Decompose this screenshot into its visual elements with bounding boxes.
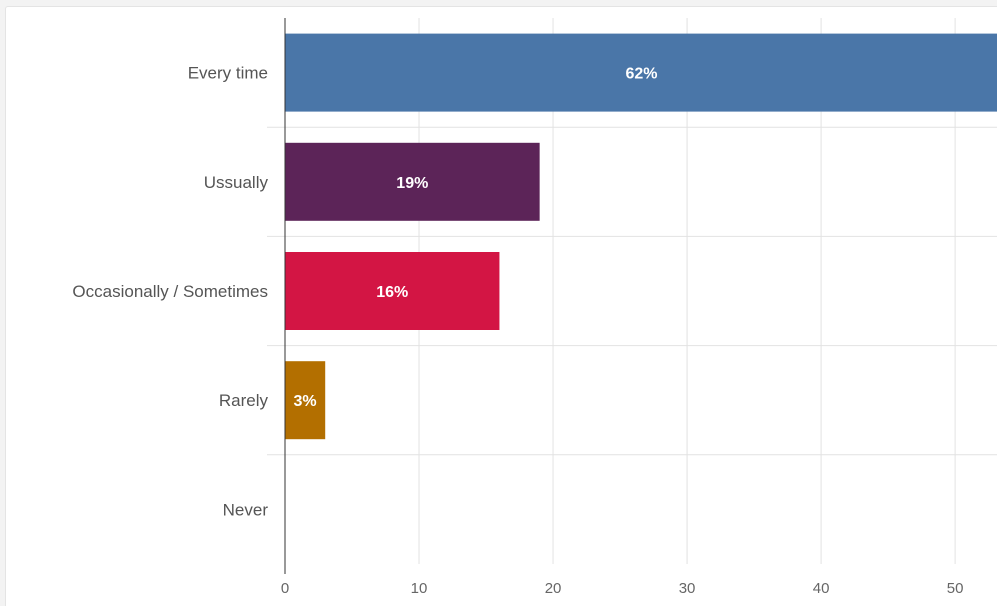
bar[interactable] <box>285 361 326 440</box>
x-tick-label: 40 <box>813 580 830 597</box>
bar[interactable] <box>285 252 500 330</box>
labels-layer: Every time 62% Ussually 19% Occasionally / S… <box>72 64 657 520</box>
bar[interactable] <box>285 33 997 112</box>
chart-card: 0 10 20 30 40 50 Every time 62% Ussually 19% Occa… <box>5 6 997 606</box>
data-label: 19% <box>396 175 428 192</box>
data-label: 3% <box>294 393 317 410</box>
bar[interactable] <box>285 142 540 221</box>
data-label: 62% <box>625 66 657 83</box>
x-tick-label: 50 <box>947 580 964 597</box>
axis-layer: 0 10 20 30 40 50 <box>281 18 964 597</box>
x-tick-label: 10 <box>411 580 428 597</box>
category-label: Every time <box>188 64 268 83</box>
bars-layer <box>285 33 997 440</box>
bar-chart: 0 10 20 30 40 50 Every time 62% Ussually 19% Occa… <box>72 18 997 597</box>
category-label: Never <box>223 500 269 519</box>
category-label: Occasionally / Sometimes <box>72 282 268 301</box>
x-tick-label: 0 <box>281 580 289 597</box>
category-label: Rarely <box>219 391 269 410</box>
x-tick-label: 30 <box>679 580 696 597</box>
data-label: 16% <box>376 284 408 301</box>
category-label: Ussually <box>204 173 269 192</box>
x-tick-label: 20 <box>545 580 562 597</box>
